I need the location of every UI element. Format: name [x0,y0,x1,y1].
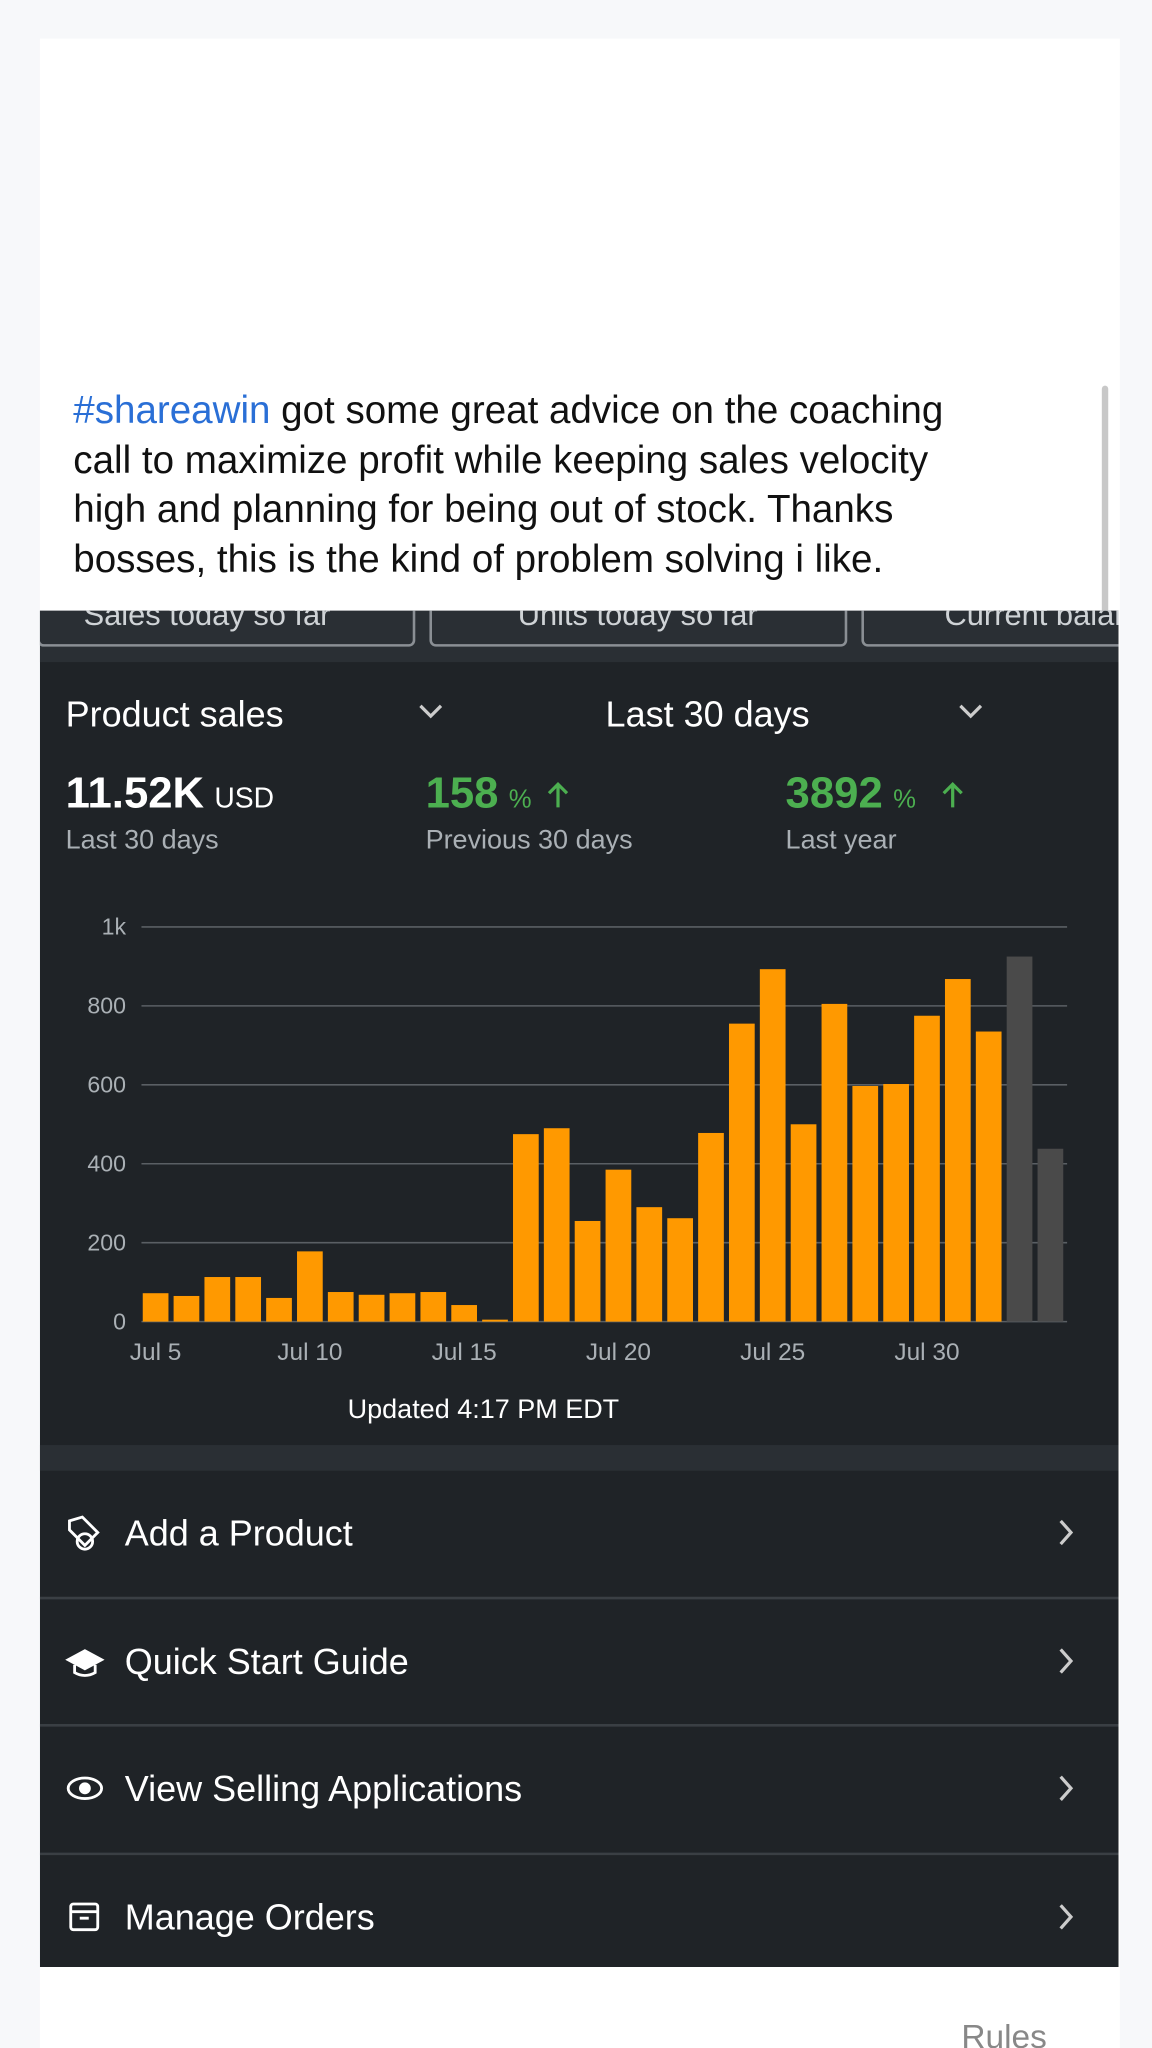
bar [852,1085,879,1322]
bar [173,1295,200,1322]
bar [543,1128,570,1322]
updated-note: Updated 4:17 PM EDT [348,1394,619,1424]
bar [451,1305,478,1322]
card[interactable] [861,566,1152,647]
card[interactable] [39,566,416,647]
post-line: high and planning for being out of stock… [73,488,893,531]
bar [944,979,971,1322]
bar [297,1251,323,1322]
stat-label: Last year [786,825,897,855]
stat: 3892% [786,768,916,817]
bar [914,1015,940,1322]
y-tick-label: 1k [102,914,127,940]
bar [327,1292,354,1322]
menu-icons [65,1515,105,1932]
y-tick-label: 0 [113,1308,126,1334]
stat-unit: % [509,785,532,813]
chevron-down [419,704,443,719]
bar [790,1124,817,1322]
bar [605,1169,632,1322]
stat-value: 3892 [786,768,883,817]
period-select[interactable]: Last 30 days [606,693,810,734]
post-line: #shareawin got some great advice on the … [73,389,943,432]
bar [235,1277,262,1322]
post-line: call to maximize profit while keeping sa… [73,439,929,482]
bar [204,1277,231,1322]
x-tick-label: Jul 10 [277,1339,342,1366]
bar [142,1293,169,1322]
y-tick-label: 800 [87,993,126,1019]
up-arrow [547,781,569,808]
card-strip [39,610,1119,663]
chevrons [1059,1519,1074,1930]
x-tick-label: Jul 30 [894,1339,959,1366]
bar [513,1134,539,1322]
bar [1006,956,1033,1322]
card-label: Units today so far [518,597,758,632]
menu-item[interactable]: View Selling Applications [125,1768,522,1809]
bar [698,1132,724,1322]
stat-label: Last 30 days [66,825,219,855]
rules-link[interactable]: Rules [961,2019,1046,2048]
bar [975,1031,1002,1322]
x-tick-label: Jul 15 [432,1339,497,1366]
bar [636,1207,663,1322]
dashboard: Sales today so far Units today so far Curr… [39,566,1152,1968]
bar [1037,1148,1064,1322]
x-tick-label: Jul 25 [740,1339,805,1366]
bar [667,1218,693,1322]
post-line-text: got some great advice on the coaching [270,389,943,432]
metric-select[interactable]: Product sales [66,693,284,734]
bar [728,1023,755,1322]
bar [574,1220,601,1322]
stat-unit: USD [214,781,274,813]
post-line: bosses, this is the kind of problem solv… [73,538,883,581]
bar [883,1084,909,1322]
up-arrow [942,781,963,808]
stat-value: 158 [426,768,499,817]
chevron-down [959,704,983,719]
stat: 158% [426,768,532,817]
y-tick-label: 600 [87,1072,126,1098]
stat-label: Previous 30 days [426,825,633,855]
x-tick-label: Jul 5 [130,1339,182,1366]
bar [389,1293,416,1322]
bar [759,969,786,1322]
sales-chart: 0 200 400 600 800 1k Jul 5 Jul 10 Jul 15 Jul 20 Ju… [87,914,1068,1366]
bar [358,1294,385,1322]
bar [482,1319,508,1322]
y-tick-label: 400 [87,1150,126,1176]
menu-item[interactable]: Add a Product [125,1512,353,1553]
menu-item[interactable]: Manage Orders [125,1897,375,1938]
menu-item[interactable]: Quick Start Guide [125,1641,409,1682]
card-label: Sales today so far [84,597,331,632]
card-label: Current balance [945,597,1152,632]
bar [420,1292,447,1322]
card[interactable] [429,566,848,647]
divider [39,1445,1119,1471]
hashtag[interactable]: #shareawin [73,389,270,432]
stat-value: 11.52K [66,768,205,817]
y-tick-label: 200 [87,1229,126,1255]
stat-unit: % [893,785,916,813]
bar [266,1297,292,1322]
stat: 11.52K USD [66,768,274,817]
x-tick-label: Jul 20 [586,1339,651,1366]
post-text: #shareawin got some great advice on the … [73,389,943,581]
bar [821,1003,848,1322]
